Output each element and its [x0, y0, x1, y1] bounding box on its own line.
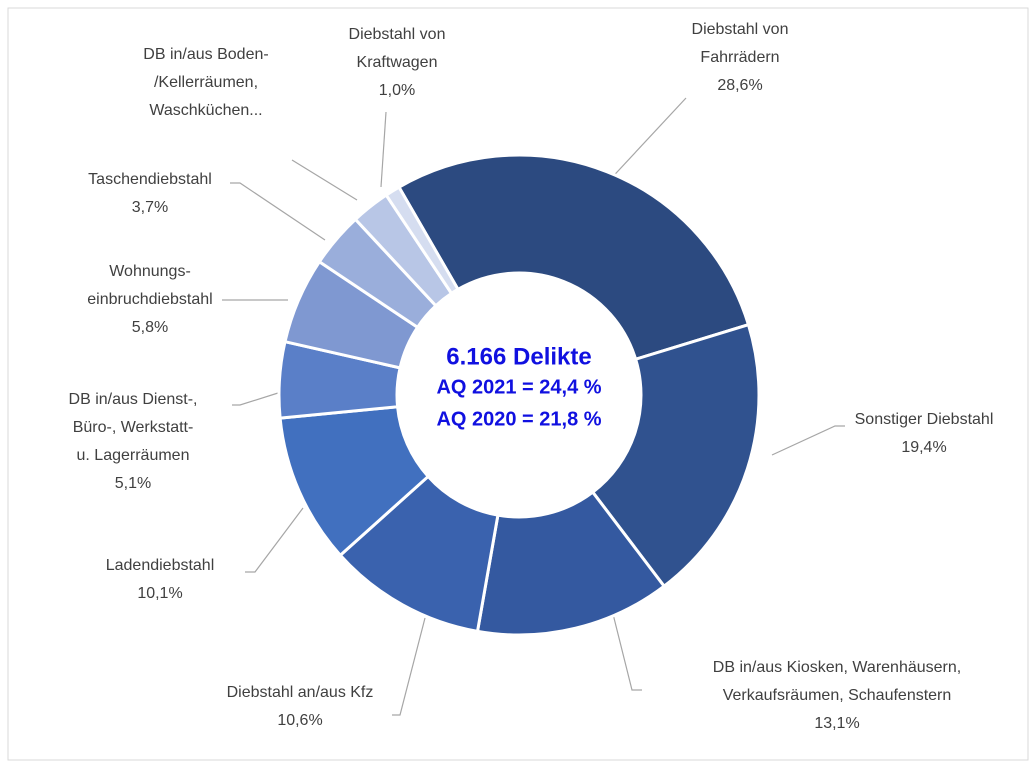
value-label: 19,4%	[901, 439, 946, 456]
value-label: 5,8%	[132, 319, 168, 336]
value-label: 13,1%	[814, 715, 859, 732]
category-label: Sonstiger Diebstahl	[855, 411, 994, 428]
category-label: u. Lagerräumen	[77, 447, 190, 464]
donut-hole	[398, 274, 640, 516]
category-label: /Kellerräumen,	[154, 74, 258, 91]
category-label: Diebstahl von	[692, 21, 789, 38]
leader-lines	[222, 97, 845, 716]
value-label: 1,0%	[379, 82, 415, 99]
center-annotation: 6.166 Delikte	[446, 343, 591, 370]
category-label: DB in/aus Dienst-,	[69, 391, 198, 408]
category-label: Fahrrädern	[700, 49, 779, 66]
category-label: Kraftwagen	[357, 54, 438, 71]
category-label: Diebstahl von	[349, 26, 446, 43]
value-label: 28,6%	[717, 77, 762, 94]
value-label: 5,1%	[115, 475, 151, 492]
value-label: 10,6%	[277, 712, 322, 729]
category-label: Büro-, Werkstatt-	[73, 419, 194, 436]
donut-slice	[396, 153, 751, 362]
donut-slice	[475, 490, 667, 637]
value-label: 10,1%	[137, 585, 182, 602]
category-label: einbruchdiebstahl	[87, 291, 212, 308]
category-label: Verkaufsräumen, Schaufenstern	[723, 687, 952, 704]
center-annotation: AQ 2021 = 24,4 %	[436, 376, 601, 398]
donut-slice	[384, 185, 461, 296]
category-label: Ladendiebstahl	[106, 557, 215, 574]
category-label: Taschendiebstahl	[88, 171, 212, 188]
center-annotation: AQ 2020 = 21,8 %	[436, 408, 601, 430]
donut-slice	[590, 322, 761, 589]
category-label: Wohnungs-	[109, 263, 191, 280]
category-label: DB in/aus Boden-	[143, 46, 268, 63]
category-label: Waschküchen...	[149, 102, 262, 119]
category-label: Diebstahl an/aus Kfz	[227, 684, 374, 701]
value-label: 3,7%	[132, 199, 168, 216]
category-label: DB in/aus Kiosken, Warenhäusern,	[713, 659, 961, 676]
